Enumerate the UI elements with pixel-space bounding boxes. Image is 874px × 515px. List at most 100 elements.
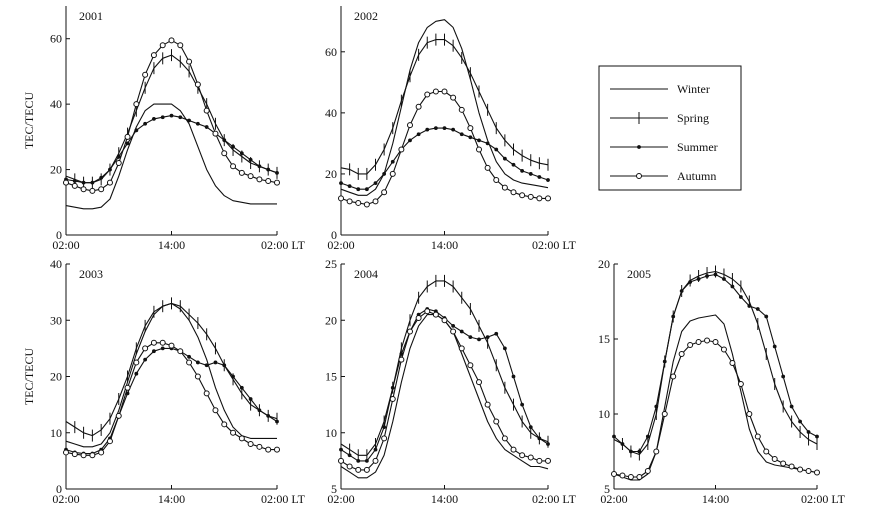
data-point-summer xyxy=(373,181,378,185)
data-point-summer xyxy=(520,402,525,407)
data-point-autumn xyxy=(746,411,753,417)
data-point-autumn xyxy=(545,457,551,464)
data-point-autumn xyxy=(106,179,113,186)
legend: Winter Spring Summer Autumn xyxy=(598,65,742,191)
data-point-summer xyxy=(781,374,786,379)
data-point-autumn xyxy=(627,474,634,480)
data-point-summer xyxy=(798,419,802,424)
data-point-autumn xyxy=(407,328,413,335)
series-line-winter xyxy=(65,302,277,448)
series-spring xyxy=(340,33,549,180)
data-point-autumn xyxy=(441,317,448,324)
series-winter xyxy=(65,302,277,448)
x-tick-label: 02:00 xyxy=(52,492,79,506)
data-point-summer xyxy=(520,168,525,173)
series-spring xyxy=(65,297,278,442)
data-point-summer xyxy=(143,357,148,362)
data-point-autumn xyxy=(124,133,131,140)
series-line-summer xyxy=(65,347,278,455)
series-line-winter xyxy=(340,19,549,196)
x-tick-label: 02:00 LT xyxy=(261,238,306,252)
data-point-summer xyxy=(195,360,200,365)
data-point-summer xyxy=(705,274,709,278)
data-point-summer xyxy=(152,349,156,354)
legend-label: Spring xyxy=(677,111,709,125)
x-tick-label: 02:00 xyxy=(52,238,79,252)
panel-year-label: 2003 xyxy=(79,267,103,281)
series-line-summer xyxy=(340,308,549,462)
data-point-autumn xyxy=(177,42,184,49)
data-point-summer xyxy=(72,179,77,183)
data-point-summer xyxy=(239,385,244,390)
data-point-summer xyxy=(772,344,777,349)
data-point-autumn xyxy=(510,189,517,196)
data-point-autumn xyxy=(346,198,353,205)
legend-label: Summer xyxy=(677,140,718,154)
data-point-autumn xyxy=(203,390,210,397)
data-point-autumn xyxy=(381,435,388,442)
data-point-autumn xyxy=(458,106,465,113)
data-point-summer xyxy=(468,335,473,340)
data-point-autumn xyxy=(450,328,457,335)
data-point-summer xyxy=(528,425,533,430)
data-point-autumn xyxy=(527,454,534,461)
data-point-autumn xyxy=(458,345,465,352)
data-point-autumn xyxy=(712,339,719,345)
data-point-autumn xyxy=(415,103,422,110)
data-point-autumn xyxy=(501,435,508,442)
data-point-summer xyxy=(239,151,244,156)
data-point-summer xyxy=(755,307,760,311)
data-point-summer xyxy=(134,371,139,376)
data-point-summer xyxy=(738,295,743,299)
data-point-autumn xyxy=(611,471,617,477)
data-point-summer xyxy=(373,447,378,452)
x-tick-label: 14:00 xyxy=(158,238,185,252)
data-point-autumn xyxy=(212,407,219,414)
data-point-autumn xyxy=(424,308,431,315)
data-point-summer xyxy=(364,458,369,463)
data-point-autumn xyxy=(256,443,263,450)
data-point-summer xyxy=(546,442,550,446)
data-point-autumn xyxy=(177,348,184,355)
series-summer xyxy=(64,346,279,456)
series-line-autumn xyxy=(65,342,277,456)
data-point-autumn xyxy=(80,452,87,459)
y-tick-label: 15 xyxy=(598,332,610,346)
series-summer xyxy=(612,272,819,454)
data-point-autumn xyxy=(704,337,711,344)
data-point-summer xyxy=(275,170,279,175)
data-point-summer xyxy=(679,289,684,293)
series-line-autumn xyxy=(340,310,548,471)
data-point-autumn xyxy=(238,169,245,176)
data-point-summer xyxy=(222,138,227,143)
data-point-autumn xyxy=(467,362,474,369)
data-point-summer xyxy=(468,135,473,140)
data-point-summer xyxy=(356,187,361,192)
y-tick-label: 40 xyxy=(50,257,62,271)
x-tick-label: 14:00 xyxy=(702,492,729,506)
data-point-autumn xyxy=(212,130,219,137)
data-point-autumn xyxy=(89,452,96,459)
x-tick-label: 14:00 xyxy=(431,238,458,252)
panel-year-label: 2002 xyxy=(354,9,378,23)
data-point-summer xyxy=(257,164,262,169)
data-point-autumn xyxy=(644,468,651,474)
data-point-summer xyxy=(178,115,183,120)
data-point-summer xyxy=(382,425,387,430)
data-point-summer xyxy=(459,329,464,334)
data-point-autumn xyxy=(389,396,396,402)
y-tick-label: 20 xyxy=(50,370,62,384)
data-point-autumn xyxy=(737,381,744,387)
x-tick-label: 02:00 xyxy=(327,238,354,252)
data-point-autumn xyxy=(501,184,508,191)
panel-2001: 0 20 40 60 02:00 14:00 02:00 LT 2001 TEC/TECU xyxy=(22,6,306,252)
data-point-autumn xyxy=(363,201,370,208)
y-tick-label: 10 xyxy=(50,426,62,440)
y-axis-title: TEC/TECU xyxy=(22,92,36,150)
data-point-autumn xyxy=(168,342,175,349)
data-point-summer xyxy=(408,138,412,143)
data-point-summer xyxy=(654,404,659,409)
y-tick-label: 60 xyxy=(325,45,337,59)
data-point-summer xyxy=(485,335,490,340)
data-point-autumn xyxy=(695,339,702,345)
